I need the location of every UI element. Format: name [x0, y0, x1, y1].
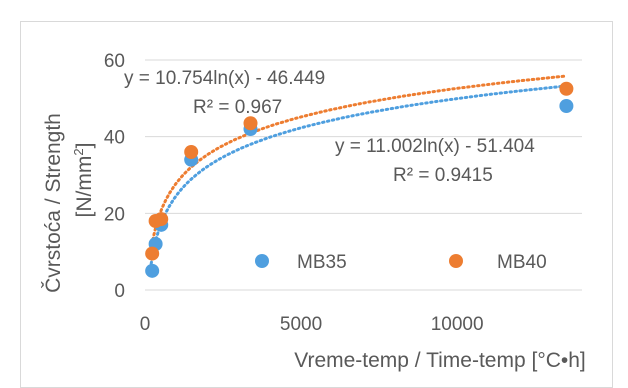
y-axis-title-main: Čvrstoća / Strength: [42, 113, 65, 293]
y-tick-label: 40: [104, 128, 125, 149]
point-mb40-2: [154, 212, 169, 227]
x-axis-title: Vreme-temp / Time-temp [°C•h]: [294, 349, 586, 372]
y-tick-label: 60: [104, 51, 125, 72]
x-tick-label: 5000: [280, 314, 322, 335]
y-axis-unit-prefix: [N/mm: [73, 156, 96, 218]
y-axis-title: Čvrstoća / Strength: [42, 113, 65, 293]
legend-marker-mb35: [255, 254, 269, 268]
mb35-r2: R² = 0.9415: [393, 165, 493, 186]
trendline-mb35: [149, 84, 568, 266]
x-tick-label: 0: [140, 314, 151, 335]
point-mb40-0: [145, 246, 160, 261]
data-points: [145, 81, 574, 278]
y-axis-unit-suffix: ]: [73, 143, 96, 149]
legend-label-mb35: MB35: [297, 252, 347, 273]
point-mb35-0: [145, 263, 160, 278]
legend-label-mb40: MB40: [497, 252, 547, 273]
mb40-equation: y = 10.754ln(x) - 46.449: [124, 68, 325, 89]
point-mb40-4: [243, 116, 258, 131]
x-tick-label: 10000: [431, 314, 484, 335]
y-axis-unit-sup: 2: [71, 148, 86, 155]
point-mb40-3: [184, 145, 199, 159]
y-tick-label: 0: [114, 281, 125, 302]
mb35-equation: y = 11.002ln(x) - 51.404: [335, 136, 535, 157]
legend: MB35 MB40: [255, 252, 547, 273]
mb40-r2: R² = 0.967: [193, 97, 282, 118]
point-mb40-5: [559, 81, 574, 96]
y-axis-unit: [N/mm2]: [71, 143, 96, 218]
legend-marker-mb40: [449, 254, 463, 268]
gridlines: [145, 59, 582, 291]
point-mb35-5: [559, 99, 574, 113]
y-tick-label: 20: [104, 204, 125, 225]
tick-labels: 0 20 40 60 0 5000 10000: [104, 51, 484, 335]
